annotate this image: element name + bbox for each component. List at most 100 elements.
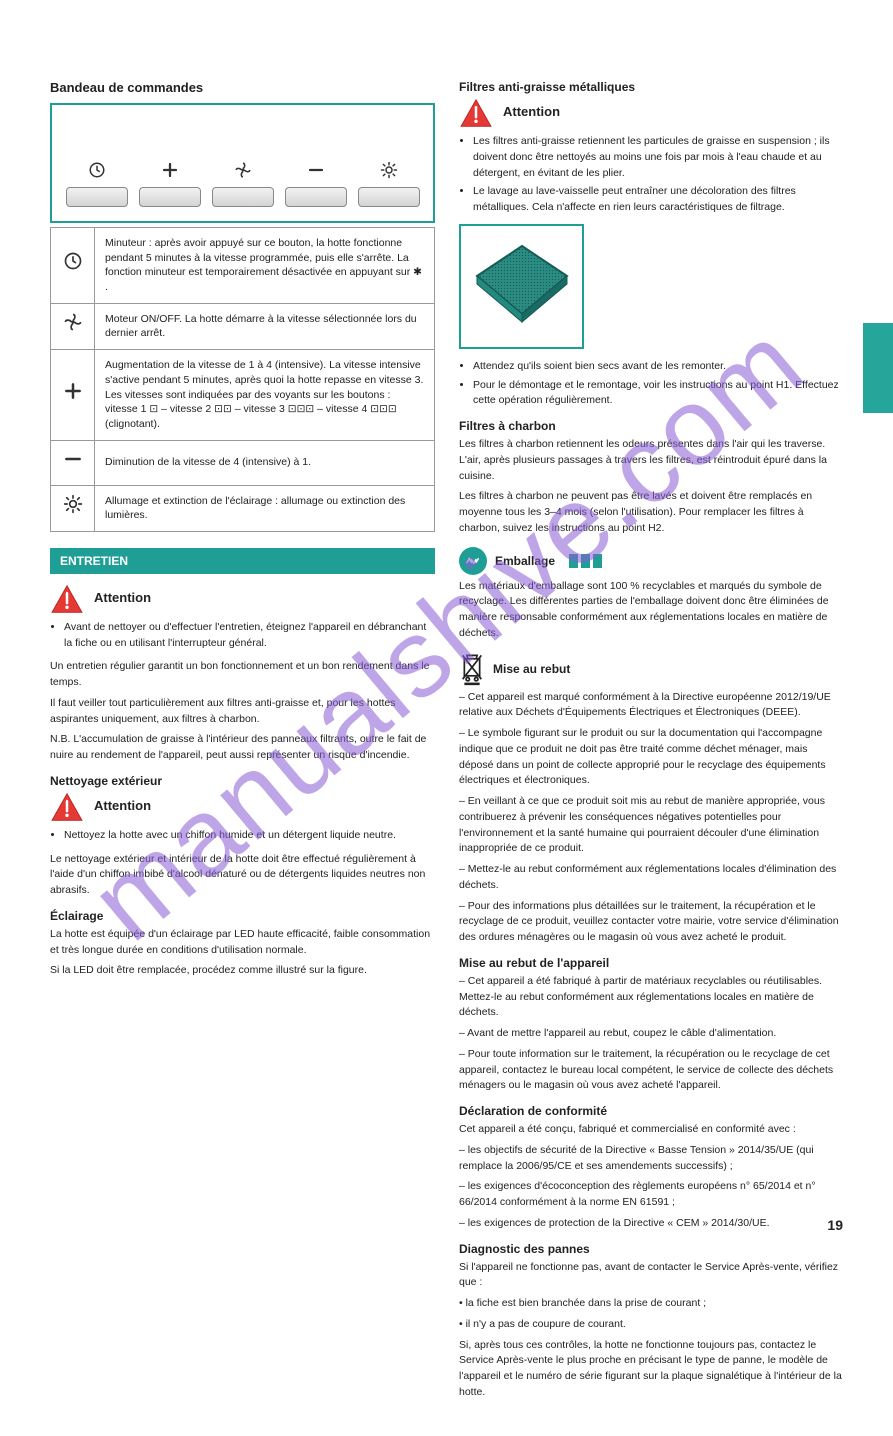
warning-row: Attention xyxy=(50,584,435,614)
subheading-grease: Filtres anti-graisse métalliques xyxy=(459,80,844,94)
fan-icon xyxy=(51,303,95,349)
paragraph: – les exigences d'écoconception des règl… xyxy=(459,1179,844,1211)
panel-btn-fan xyxy=(212,159,274,207)
subheading-conformity: Déclaration de conformité xyxy=(459,1104,844,1118)
plus-icon xyxy=(161,159,179,181)
paragraph: La hotte est équipée d'un éclairage par … xyxy=(50,927,435,959)
push-button xyxy=(358,187,420,207)
panel-btn-minus xyxy=(285,159,347,207)
table-row: Allumage et extinction de l'éclairage : … xyxy=(51,485,435,531)
push-button xyxy=(139,187,201,207)
paragraph: • la fiche est bien branchée dans la pri… xyxy=(459,1296,844,1312)
recycle-badge-icon xyxy=(459,547,487,575)
swatch xyxy=(593,554,602,568)
paragraph: • il n'y a pas de coupure de courant. xyxy=(459,1317,844,1333)
packaging-row: Emballage xyxy=(459,547,844,575)
control-panel-figure xyxy=(50,103,435,223)
paragraph: Il faut veiller tout particulièrement au… xyxy=(50,696,435,728)
paragraph: Les matériaux d'emballage sont 100 % rec… xyxy=(459,579,844,642)
bullet-item: Attendez qu'ils soient bien secs avant d… xyxy=(473,359,844,375)
warning-icon xyxy=(50,584,84,614)
function-table: Minuteur : après avoir appuyé sur ce bou… xyxy=(50,227,435,532)
plus-icon xyxy=(51,350,95,440)
push-button xyxy=(66,187,128,207)
paragraph: – Cet appareil est marqué conformément à… xyxy=(459,690,844,722)
right-column: Filtres anti-graisse métalliques Attenti… xyxy=(459,80,844,1406)
page-number: 19 xyxy=(827,1217,843,1233)
paragraph: Un entretien régulier garantit un bon fo… xyxy=(50,659,435,691)
fan-icon xyxy=(234,159,252,181)
function-text: Diminution de la vitesse de 4 (intensive… xyxy=(95,440,435,485)
paragraph: – Cet appareil a été fabriqué à partir d… xyxy=(459,974,844,1021)
warning-icon xyxy=(50,792,84,822)
subheading-lighting: Éclairage xyxy=(50,909,435,923)
table-row: Minuteur : après avoir appuyé sur ce bou… xyxy=(51,228,435,304)
paragraph: Cet appareil a été conçu, fabriqué et co… xyxy=(459,1122,844,1138)
warning-bullets: Nettoyez la hotte avec un chiffon humide… xyxy=(50,828,435,844)
panel-heading: Bandeau de commandes xyxy=(50,80,435,95)
table-row: Diminution de la vitesse de 4 (intensive… xyxy=(51,440,435,485)
grease-bullets-2: Attendez qu'ils soient bien secs avant d… xyxy=(459,359,844,409)
paragraph: – En veillant à ce que ce produit soit m… xyxy=(459,794,844,857)
subheading-weee: Mise au rebut xyxy=(493,662,570,676)
paragraph: Les filtres à charbon ne peuvent pas êtr… xyxy=(459,489,844,536)
warning-bullets: Avant de nettoyer ou d'effectuer l'entre… xyxy=(50,620,435,652)
paragraph: Les filtres à charbon retiennent les ode… xyxy=(459,437,844,484)
panel-btn-plus xyxy=(139,159,201,207)
panel-btn-timer xyxy=(66,159,128,207)
page-body: Bandeau de commandes xyxy=(0,0,893,1436)
subheading-cleaning: Nettoyage extérieur xyxy=(50,774,435,788)
function-text: Allumage et extinction de l'éclairage : … xyxy=(95,485,435,531)
clock-icon xyxy=(51,228,95,304)
subheading-charcoal: Filtres à charbon xyxy=(459,419,844,433)
minus-icon xyxy=(51,440,95,485)
table-row: Augmentation de la vitesse de 1 à 4 (int… xyxy=(51,350,435,440)
paragraph: – Le symbole figurant sur le produit ou … xyxy=(459,726,844,789)
warning-row: Attention xyxy=(50,792,435,822)
bullet-item: Avant de nettoyer ou d'effectuer l'entre… xyxy=(64,620,435,652)
paragraph: – Avant de mettre l'appareil au rebut, c… xyxy=(459,1026,844,1042)
section-bar-maintenance: ENTRETIEN xyxy=(50,548,435,574)
subheading-appliance-disposal: Mise au rebut de l'appareil xyxy=(459,956,844,970)
warning-icon xyxy=(459,98,493,128)
table-row: Moteur ON/OFF. La hotte démarre à la vit… xyxy=(51,303,435,349)
swatch xyxy=(581,554,590,568)
paragraph: – les objectifs de sécurité de la Direct… xyxy=(459,1143,844,1175)
warning-label: Attention xyxy=(94,792,151,813)
subheading-packaging: Emballage xyxy=(495,554,555,568)
light-icon xyxy=(51,485,95,531)
function-text: Moteur ON/OFF. La hotte démarre à la vit… xyxy=(95,303,435,349)
bullet-item: Le lavage au lave-vaisselle peut entraîn… xyxy=(473,184,844,216)
paragraph: – les exigences de protection de la Dire… xyxy=(459,1216,844,1232)
paragraph: Si la LED doit être remplacée, procédez … xyxy=(50,963,435,979)
side-language-label: FR xyxy=(846,360,861,377)
paragraph: Le nettoyage extérieur et intérieur de l… xyxy=(50,852,435,899)
material-swatches xyxy=(569,554,602,568)
function-text: Augmentation de la vitesse de 1 à 4 (int… xyxy=(95,350,435,440)
weee-row: Mise au rebut xyxy=(459,652,844,686)
weee-icon xyxy=(459,652,485,686)
minus-icon xyxy=(307,159,325,181)
paragraph: – Pour toute information sur le traiteme… xyxy=(459,1047,844,1094)
paragraph: – Pour des informations plus détaillées … xyxy=(459,899,844,946)
paragraph: Si l'appareil ne fonctionne pas, avant d… xyxy=(459,1260,844,1292)
swatch xyxy=(569,554,578,568)
push-button xyxy=(212,187,274,207)
paragraph: – Mettez-le au rebut conformément aux ré… xyxy=(459,862,844,894)
function-text: Minuteur : après avoir appuyé sur ce bou… xyxy=(95,228,435,304)
grease-bullets: Les filtres anti-graisse retiennent les … xyxy=(459,134,844,216)
side-language-tab: FR xyxy=(863,323,893,413)
panel-btn-light xyxy=(358,159,420,207)
warning-row: Attention xyxy=(459,98,844,128)
clock-icon xyxy=(88,159,106,181)
grease-filter-figure xyxy=(459,224,584,349)
bullet-item: Nettoyez la hotte avec un chiffon humide… xyxy=(64,828,435,844)
bullet-item: Les filtres anti-graisse retiennent les … xyxy=(473,134,844,181)
paragraph: N.B. L'accumulation de graisse à l'intér… xyxy=(50,732,435,764)
bullet-item: Pour le démontage et le remontage, voir … xyxy=(473,378,844,410)
warning-label: Attention xyxy=(503,98,560,119)
left-column: Bandeau de commandes xyxy=(50,80,435,1406)
light-icon xyxy=(380,159,398,181)
subheading-troubleshoot: Diagnostic des pannes xyxy=(459,1242,844,1256)
push-button xyxy=(285,187,347,207)
